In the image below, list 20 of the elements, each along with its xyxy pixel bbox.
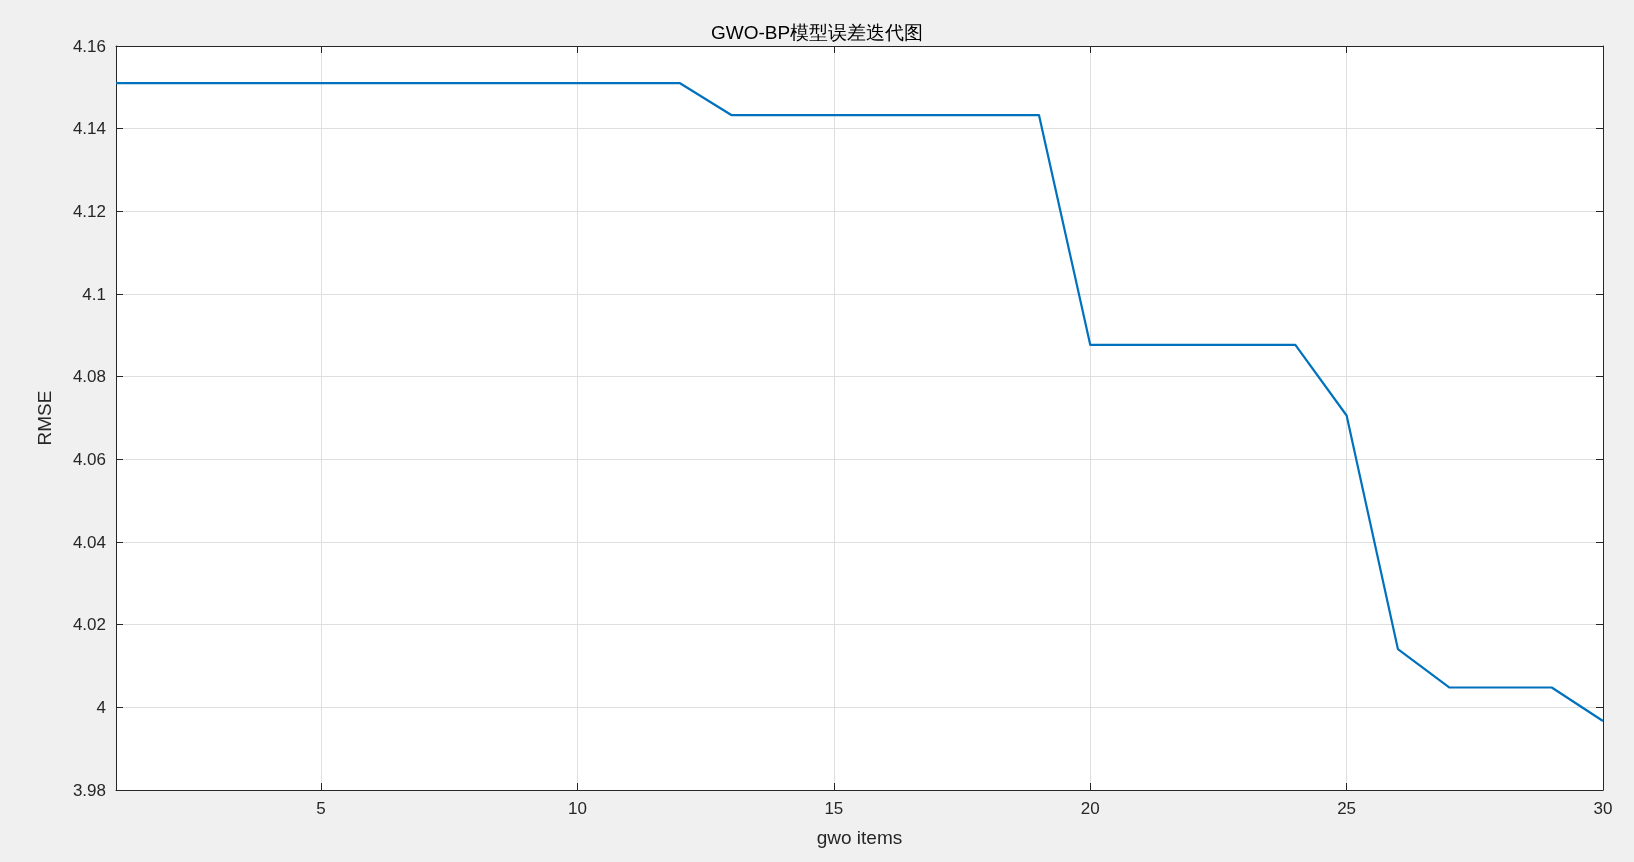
- y-tick-label: 4.14: [72, 119, 106, 139]
- chart-title: GWO-BP模型误差迭代图: [710, 22, 924, 43]
- x-tick-label: 30: [1593, 799, 1613, 818]
- line-series: [114, 82, 1605, 723]
- y-tick-label: 4.02: [72, 615, 106, 635]
- y-tick-label: 4.08: [72, 367, 106, 387]
- x-axis-title: gwo items: [816, 827, 903, 848]
- x-tick-label: 5: [316, 799, 326, 818]
- x-tick-label: 10: [568, 799, 587, 818]
- y-tick-label: 4.1: [82, 284, 106, 304]
- y-tick-label: 3.98: [72, 780, 106, 800]
- y-tick-label: 4.12: [72, 201, 106, 221]
- y-tick-label: 4.16: [72, 36, 106, 56]
- x-tick-label: 25: [1337, 799, 1357, 818]
- x-tick-label: 15: [824, 799, 844, 818]
- y-tick-label: 4: [96, 697, 106, 717]
- y-tick-label: 4.04: [72, 532, 106, 552]
- y-axis-title: RMSE: [34, 390, 55, 446]
- x-tick-label: 20: [1080, 799, 1100, 818]
- y-tick-label: 4.06: [72, 449, 106, 469]
